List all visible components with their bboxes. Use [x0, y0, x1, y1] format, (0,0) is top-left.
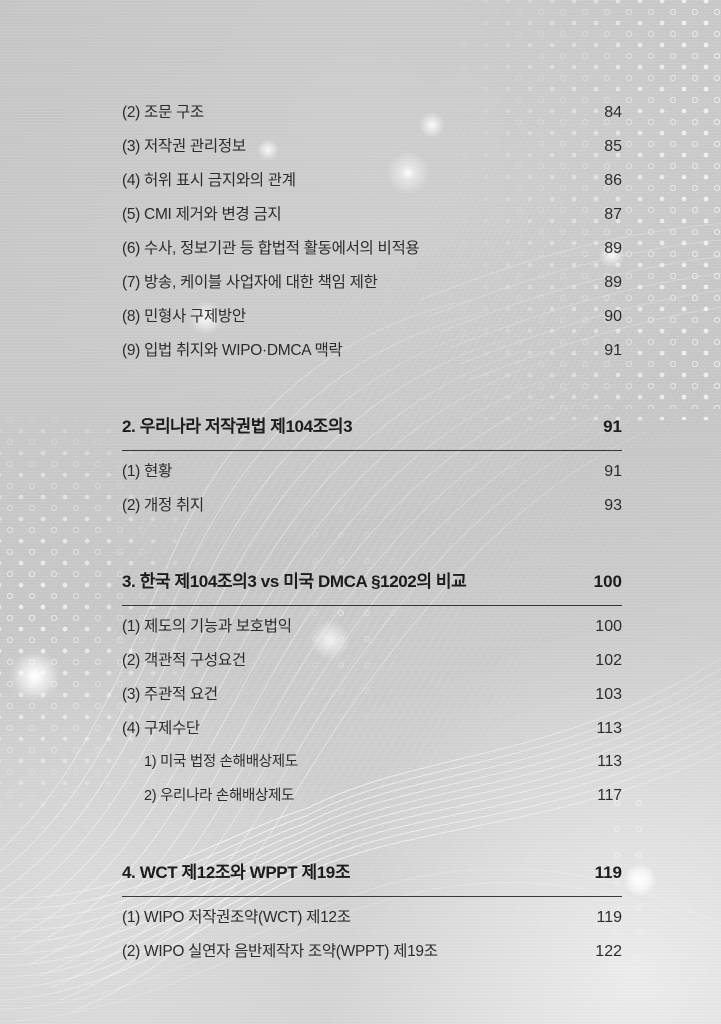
toc-section-heading[interactable]: 2. 우리나라 저작권법 제104조의3 91: [122, 412, 622, 448]
toc-page-number: 90: [604, 308, 622, 325]
toc-entry-label: (7) 방송, 케이블 사업자에 대한 책임 제한: [122, 274, 378, 291]
toc-entry-label: (1) 현황: [122, 463, 172, 480]
toc-page-number: 89: [604, 240, 622, 257]
toc-entry[interactable]: (3) 저작권 관리정보 85: [122, 134, 622, 168]
toc-page-number: 91: [604, 342, 622, 359]
toc-entry-label: 2) 우리나라 손해배상제도: [144, 788, 295, 804]
toc-page-number: 100: [595, 618, 622, 635]
toc-entry-label: (8) 민형사 구제방안: [122, 308, 246, 325]
toc-page-number: 91: [604, 463, 622, 480]
toc-entry-label: 1) 미국 법정 손해배상제도: [144, 754, 298, 770]
toc-entry[interactable]: (2) WIPO 실연자 음반제작자 조약(WPPT) 제19조 122: [122, 939, 622, 973]
section-rule: [122, 605, 622, 606]
toc-page-number: 84: [604, 104, 622, 121]
toc-entry[interactable]: (9) 입법 취지와 WIPO·DMCA 맥락 91: [122, 338, 622, 372]
toc-entry-label: (4) 구제수단: [122, 720, 200, 737]
toc-entry[interactable]: (2) 조문 구조 84: [122, 100, 622, 134]
toc-page-number: 103: [595, 686, 622, 703]
toc-entry-label: 4. WCT 제12조와 WPPT 제19조: [122, 863, 351, 882]
toc-section-heading[interactable]: 3. 한국 제104조의3 vs 미국 DMCA §1202의 비교 100: [122, 567, 622, 603]
toc-entry[interactable]: (6) 수사, 정보기관 등 합법적 활동에서의 비적용 89: [122, 236, 622, 270]
toc-entry[interactable]: (5) CMI 제거와 변경 금지 87: [122, 202, 622, 236]
toc-page-number: 91: [603, 417, 622, 436]
toc-page-number: 93: [604, 497, 622, 514]
dot-grid-icon-right-hollow: [442, 0, 721, 409]
toc-entry[interactable]: (4) 허위 표시 금지와의 관계 86: [122, 168, 622, 202]
toc-entry-label: (1) WIPO 저작권조약(WCT) 제12조: [122, 909, 351, 926]
toc-entry-label: (4) 허위 표시 금지와의 관계: [122, 172, 296, 189]
toc-page-number: 89: [604, 274, 622, 291]
toc-entry-label: 3. 한국 제104조의3 vs 미국 DMCA §1202의 비교: [122, 572, 467, 591]
toc-entry-label: (2) 객관적 구성요건: [122, 652, 246, 669]
toc-entry-label: (3) 저작권 관리정보: [122, 138, 246, 155]
toc-entry[interactable]: (2) 개정 취지 93: [122, 493, 622, 527]
toc-page-number: 117: [597, 787, 622, 804]
toc-section-heading[interactable]: 4. WCT 제12조와 WPPT 제19조 119: [122, 858, 622, 894]
toc-entry[interactable]: (8) 민형사 구제방안 90: [122, 304, 622, 338]
toc-page-number: 119: [594, 863, 622, 882]
toc-page-number: 86: [604, 172, 622, 189]
toc-page-number: 102: [595, 652, 622, 669]
toc-page-number: 85: [604, 138, 622, 155]
toc-entry[interactable]: (4) 구제수단 113: [122, 716, 622, 750]
toc-page-number: 113: [596, 720, 622, 737]
toc-page-number: 87: [604, 206, 622, 223]
toc-entry[interactable]: (1) 현황 91: [122, 459, 622, 493]
toc-subentry[interactable]: 2) 우리나라 손해배상제도 117: [122, 784, 622, 818]
toc-page-number: 122: [595, 943, 622, 960]
dot-grid-icon-left-hollow: [0, 409, 227, 829]
toc-entry-label: (6) 수사, 정보기관 등 합법적 활동에서의 비적용: [122, 240, 420, 257]
section-spacer: [122, 372, 622, 412]
toc-entry-label: (2) 개정 취지: [122, 497, 204, 514]
section-rule: [122, 450, 622, 451]
toc-entry[interactable]: (1) 제도의 기능과 보호법익 100: [122, 614, 622, 648]
section-spacer: [122, 527, 622, 567]
toc-list: (2) 조문 구조 84 (3) 저작권 관리정보 85 (4) 허위 표시 금…: [122, 100, 622, 973]
toc-entry-label: (1) 제도의 기능과 보호법익: [122, 618, 292, 635]
toc-entry-label: 2. 우리나라 저작권법 제104조의3: [122, 417, 353, 436]
toc-entry[interactable]: (1) WIPO 저작권조약(WCT) 제12조 119: [122, 905, 622, 939]
toc-entry-label: (5) CMI 제거와 변경 금지: [122, 206, 282, 223]
toc-entry-label: (9) 입법 취지와 WIPO·DMCA 맥락: [122, 342, 343, 359]
dot-grid-icon-bottom-right: [606, 790, 646, 1010]
toc-entry[interactable]: (2) 객관적 구성요건 102: [122, 648, 622, 682]
toc-entry-label: (2) 조문 구조: [122, 104, 204, 121]
section-rule: [122, 896, 622, 897]
toc-entry[interactable]: (3) 주관적 요건 103: [122, 682, 622, 716]
section-spacer: [122, 818, 622, 858]
toc-entry-label: (3) 주관적 요건: [122, 686, 218, 703]
toc-entry-label: (2) WIPO 실연자 음반제작자 조약(WPPT) 제19조: [122, 943, 438, 960]
toc-page-number: 113: [597, 753, 622, 770]
toc-page-number: 100: [593, 572, 622, 591]
toc-entry[interactable]: (7) 방송, 케이블 사업자에 대한 책임 제한 89: [122, 270, 622, 304]
toc-page-number: 119: [596, 909, 622, 926]
toc-subentry[interactable]: 1) 미국 법정 손해배상제도 113: [122, 750, 622, 784]
